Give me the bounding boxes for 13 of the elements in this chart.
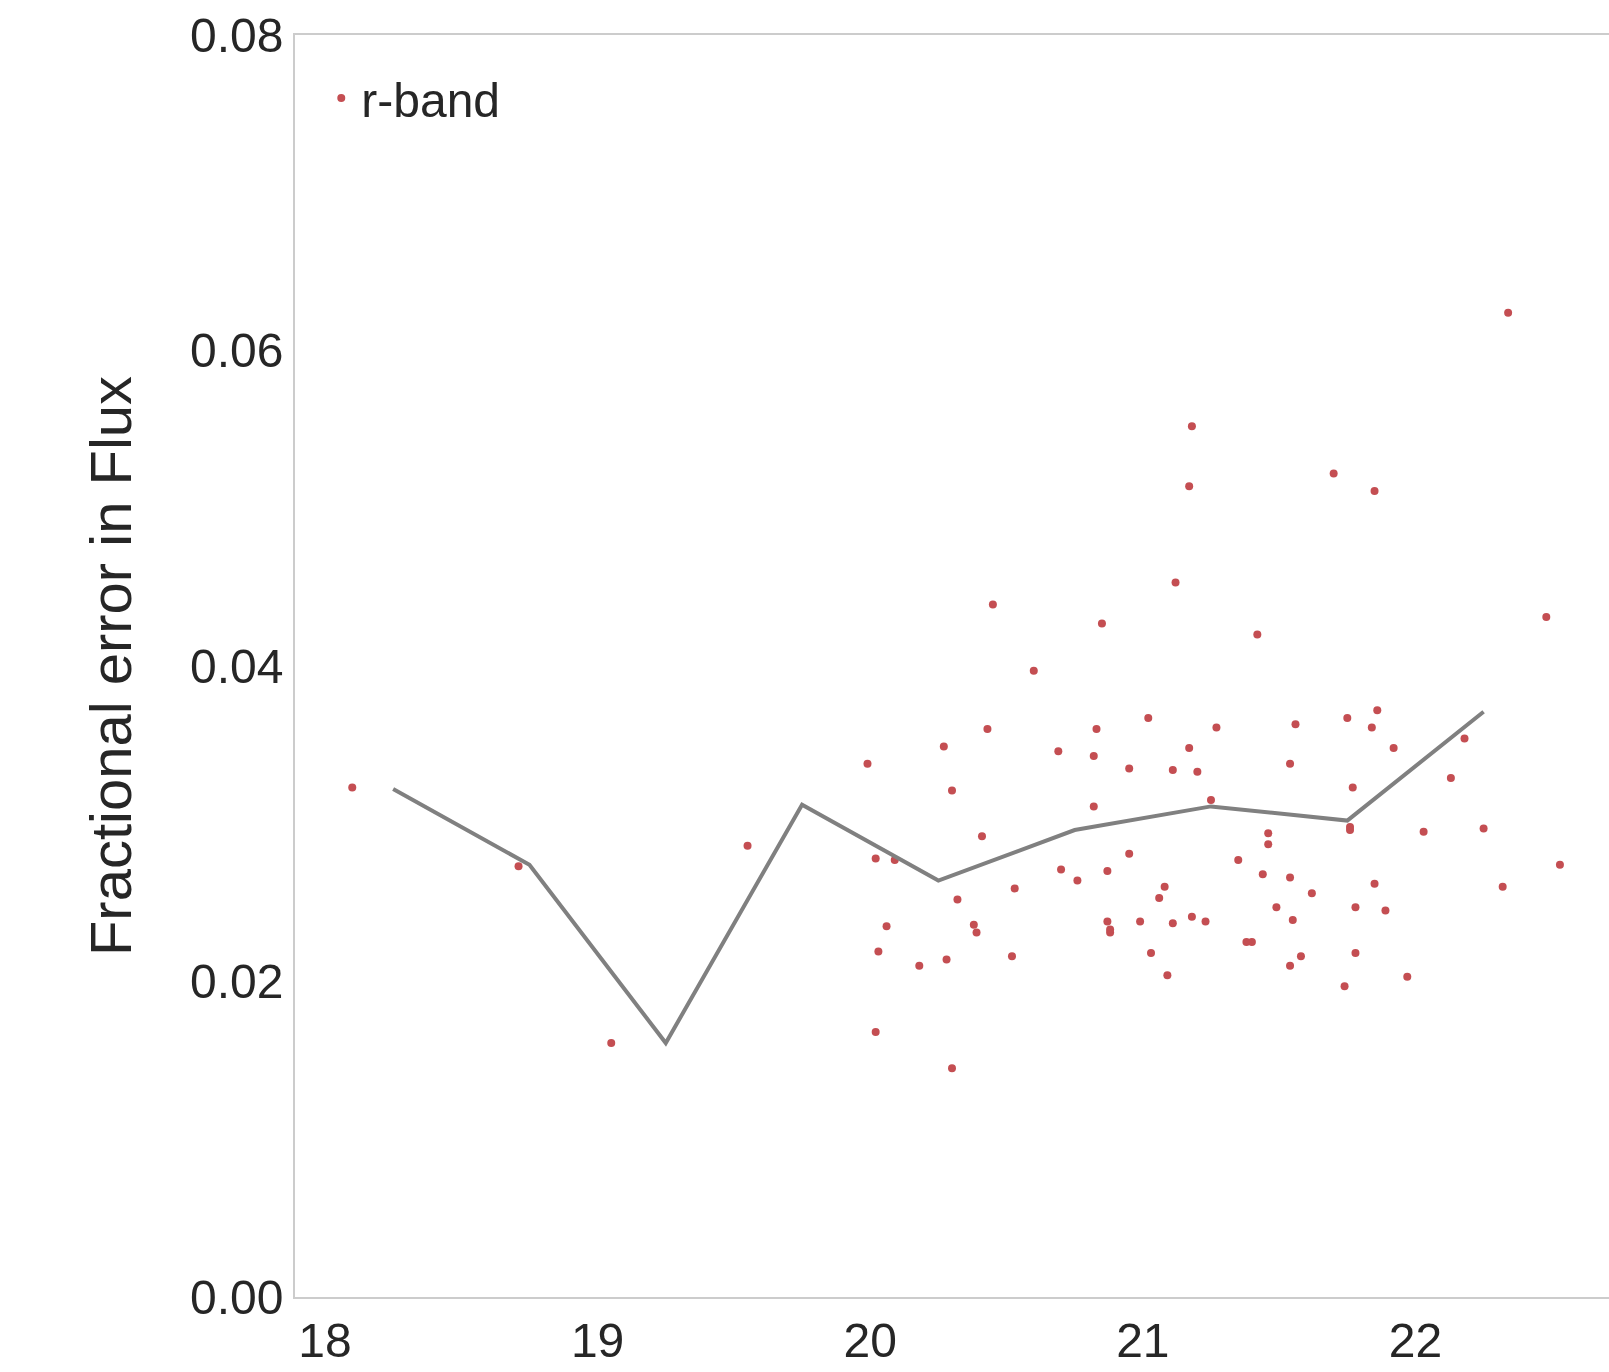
- y-tick-label: 0.04: [189, 639, 284, 693]
- y-tick-label: 0.02: [189, 955, 284, 1009]
- y-tick-label: 0.08: [189, 8, 284, 62]
- y-axis-title: Fractional error in Flux: [77, 375, 143, 957]
- x-tick-label: 20: [843, 1313, 897, 1367]
- line-series: [391, 709, 1486, 1046]
- y-tick-label: 0.06: [189, 324, 284, 378]
- x-tick-label: 19: [570, 1313, 625, 1367]
- x-tick-label: 18: [298, 1313, 352, 1367]
- x-tick-label: 21: [1116, 1313, 1170, 1367]
- legend-label: r-band: [361, 73, 501, 127]
- y-tick-label: 0.00: [189, 1270, 284, 1324]
- x-tick-label: 22: [1388, 1313, 1443, 1367]
